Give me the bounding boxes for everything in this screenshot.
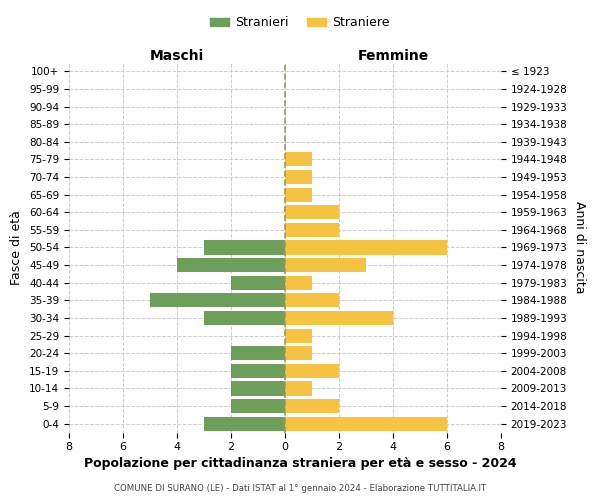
Bar — [285, 311, 393, 325]
Text: Popolazione per cittadinanza straniera per età e sesso - 2024: Popolazione per cittadinanza straniera p… — [83, 458, 517, 470]
Bar — [285, 205, 339, 220]
Bar — [285, 294, 339, 308]
Bar — [231, 276, 285, 290]
Bar — [231, 346, 285, 360]
Bar — [285, 276, 312, 290]
Text: Maschi: Maschi — [150, 48, 204, 62]
Bar — [204, 240, 285, 254]
Bar — [285, 170, 312, 184]
Bar — [285, 382, 312, 396]
Bar — [150, 294, 285, 308]
Bar — [285, 364, 339, 378]
Bar — [231, 382, 285, 396]
Text: COMUNE DI SURANO (LE) - Dati ISTAT al 1° gennaio 2024 - Elaborazione TUTTITALIA.: COMUNE DI SURANO (LE) - Dati ISTAT al 1°… — [114, 484, 486, 493]
Bar — [285, 328, 312, 342]
Bar — [285, 416, 447, 430]
Bar — [204, 416, 285, 430]
Bar — [285, 240, 447, 254]
Bar — [204, 311, 285, 325]
Y-axis label: Anni di nascita: Anni di nascita — [573, 201, 586, 294]
Bar — [231, 399, 285, 413]
Legend: Stranieri, Straniere: Stranieri, Straniere — [205, 11, 395, 34]
Bar — [285, 399, 339, 413]
Y-axis label: Fasce di età: Fasce di età — [10, 210, 23, 285]
Bar — [285, 223, 339, 237]
Bar — [285, 346, 312, 360]
Bar — [231, 364, 285, 378]
Bar — [285, 152, 312, 166]
Text: Femmine: Femmine — [358, 48, 428, 62]
Bar — [285, 188, 312, 202]
Bar — [177, 258, 285, 272]
Bar — [285, 258, 366, 272]
